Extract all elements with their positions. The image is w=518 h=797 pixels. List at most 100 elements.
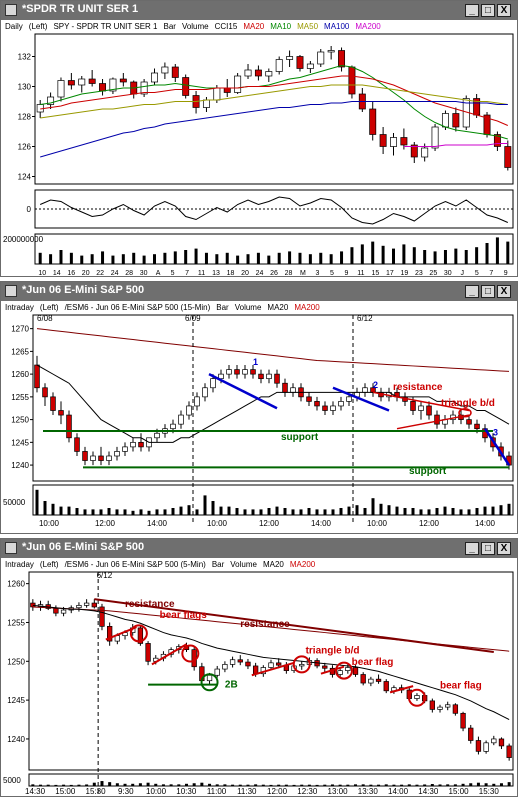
- candle: [346, 396, 352, 402]
- candle: [66, 414, 72, 439]
- volume-bar: [200, 782, 204, 786]
- x-tick-label: 17: [386, 270, 394, 277]
- volume-bar: [371, 498, 375, 515]
- volume-bar: [371, 241, 375, 264]
- candle: [226, 369, 232, 375]
- candle: [421, 147, 429, 158]
- minimize-button[interactable]: _: [465, 285, 479, 298]
- candle: [452, 113, 460, 128]
- volume-bar: [384, 784, 388, 786]
- volume-tick-label: 200000000: [3, 235, 44, 244]
- candle: [218, 373, 224, 380]
- resistance-line: [372, 391, 470, 412]
- candle: [145, 643, 151, 662]
- legend-axis: (Left): [39, 303, 59, 312]
- minimize-button[interactable]: _: [465, 542, 479, 555]
- x-tick-label: 14:00: [388, 787, 409, 796]
- intraday-15min-title-bar[interactable]: *Jun 06 E-Mini S&P 500 _ □ X: [1, 282, 517, 301]
- maximize-button[interactable]: □: [481, 285, 495, 298]
- x-tick-label: 20: [241, 270, 249, 277]
- candle: [434, 414, 440, 425]
- close-button[interactable]: X: [497, 542, 511, 555]
- legend-symbol: /ESM6 - Jun 06 E-Mini S&P 500 (15-Min): [64, 303, 211, 312]
- volume-bar: [354, 784, 358, 786]
- volume-bar: [184, 783, 188, 786]
- candle: [504, 146, 512, 168]
- candle: [390, 137, 397, 147]
- close-button[interactable]: X: [497, 285, 511, 298]
- candle: [338, 401, 344, 407]
- candle: [410, 144, 418, 158]
- volume-bar: [412, 247, 416, 264]
- x-tick-label: 23: [415, 270, 423, 277]
- candle: [252, 665, 259, 675]
- maximize-button[interactable]: □: [481, 4, 495, 17]
- volume-bar: [338, 784, 342, 786]
- candle: [375, 678, 382, 682]
- volume-tick-label: 50000: [3, 498, 26, 507]
- cci-panel-frame: [34, 189, 514, 229]
- x-tick-label: 26: [270, 270, 278, 277]
- maximize-button[interactable]: □: [481, 542, 495, 555]
- candle: [491, 738, 497, 744]
- volume-bar: [461, 783, 465, 786]
- candle: [122, 446, 128, 452]
- volume-bar: [39, 784, 43, 786]
- intraday-5min-window: *Jun 06 E-Mini S&P 500 _ □ X Intraday (Le…: [0, 538, 518, 797]
- candle: [379, 134, 387, 147]
- volume-bar: [155, 509, 159, 515]
- x-tick-label: 15: [371, 270, 379, 277]
- candle: [429, 700, 435, 710]
- daily-title-bar[interactable]: *SPDR TR UNIT SER 1 _ □ X: [1, 1, 517, 20]
- candle: [213, 87, 221, 101]
- candle: [290, 387, 296, 393]
- cci-line: [39, 196, 509, 225]
- volume-bar: [111, 255, 115, 264]
- volume-bar: [115, 783, 119, 786]
- bear-flags-label: bear flags: [160, 610, 208, 621]
- candle: [242, 369, 248, 375]
- x-tick-label: 28: [125, 270, 133, 277]
- y-tick-label: 1250: [7, 657, 25, 666]
- volume-bar: [153, 254, 156, 264]
- close-button[interactable]: X: [497, 4, 511, 17]
- wave-label-1: 1: [253, 357, 258, 367]
- candle: [50, 396, 56, 411]
- volume-bar: [291, 509, 295, 515]
- volume-bar: [219, 506, 223, 515]
- volume-bar: [395, 506, 399, 515]
- y-tick-label: 1240: [7, 735, 25, 744]
- volume-bar: [387, 505, 391, 515]
- x-tick-label: 14:00: [311, 519, 332, 528]
- x-tick-label: 30: [444, 270, 452, 277]
- volume-bar: [407, 784, 411, 786]
- volume-bar: [59, 250, 63, 264]
- x-tick-label: 12:00: [95, 519, 116, 528]
- legend-bar: Bar: [216, 303, 229, 312]
- volume-bar: [307, 508, 311, 515]
- candle: [178, 414, 184, 425]
- x-tick-label: 15:30: [479, 787, 500, 796]
- window-title: *Jun 06 E-Mini S&P 500: [22, 541, 145, 553]
- pattern-circle: [407, 688, 426, 707]
- x-tick-label: 15:00: [449, 787, 470, 796]
- minimize-button[interactable]: _: [465, 4, 479, 17]
- candle: [83, 602, 90, 606]
- volume-bar: [507, 503, 511, 515]
- candle: [466, 419, 472, 425]
- y-tick-label: 1255: [11, 393, 29, 402]
- volume-bar: [192, 783, 196, 786]
- candle: [441, 113, 449, 128]
- legend-period: Intraday: [5, 303, 34, 312]
- triangle-breakdown-label: triangle b/d: [306, 646, 360, 657]
- candle: [258, 373, 264, 380]
- volume-bar: [163, 509, 167, 515]
- volume-bar: [475, 247, 479, 264]
- volume-bar: [49, 254, 53, 264]
- intraday-5min-title-bar[interactable]: *Jun 06 E-Mini S&P 500 _ □ X: [1, 539, 517, 558]
- volume-bar: [184, 250, 188, 264]
- ma-line-ma20: [40, 75, 509, 126]
- volume-bar: [438, 784, 442, 786]
- volume-bar: [131, 510, 135, 515]
- x-tick-label: 9:30: [118, 787, 134, 796]
